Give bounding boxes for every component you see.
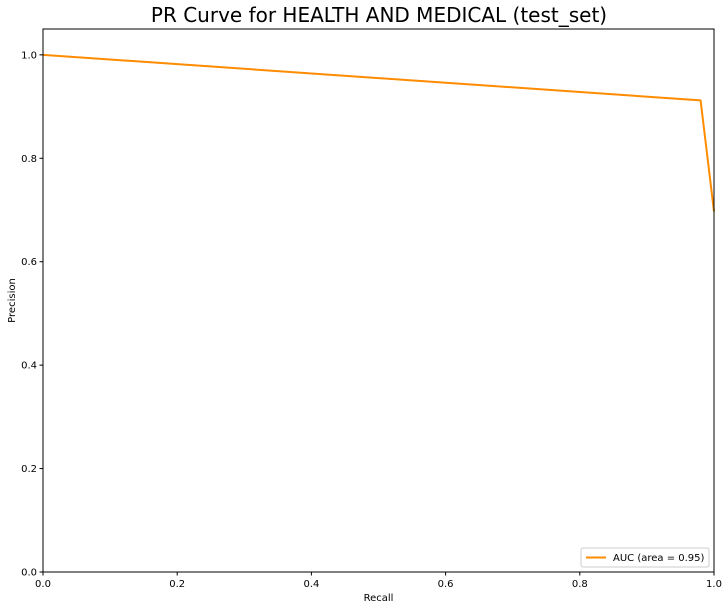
- x-axis-ticks: 0.0 0.2 0.4 0.6 0.8 1.0: [35, 572, 722, 590]
- x-tick-label: 1.0: [706, 579, 722, 590]
- x-tick-label: 0.6: [438, 579, 454, 590]
- chart-title: PR Curve for HEALTH AND MEDICAL (test_se…: [151, 3, 607, 27]
- x-tick-label: 0.2: [169, 579, 185, 590]
- y-tick-label: 0.4: [21, 361, 37, 372]
- y-axis-ticks: 0.0 0.2 0.4 0.6 0.8 1.0: [21, 50, 43, 579]
- legend: AUC (area = 0.95): [580, 547, 710, 568]
- y-tick-label: 0.2: [21, 464, 37, 475]
- x-axis-label: Recall: [364, 593, 394, 604]
- y-tick-label: 0.0: [21, 568, 37, 579]
- pr-curve-line: [42, 53, 715, 212]
- x-tick-label: 0.4: [303, 579, 319, 590]
- x-tick-label: 0.0: [35, 579, 51, 590]
- y-axis-label: Precision: [7, 278, 18, 323]
- y-tick-label: 1.0: [21, 50, 37, 61]
- plot-frame: [42, 28, 715, 573]
- y-tick-label: 0.8: [21, 154, 37, 165]
- legend-box: [580, 547, 710, 568]
- series-layer: [42, 53, 715, 212]
- plot-area: [43, 29, 714, 572]
- y-tick-label: 0.6: [21, 257, 37, 268]
- legend-label: AUC (area = 0.95): [613, 553, 705, 564]
- x-tick-label: 0.8: [572, 579, 588, 590]
